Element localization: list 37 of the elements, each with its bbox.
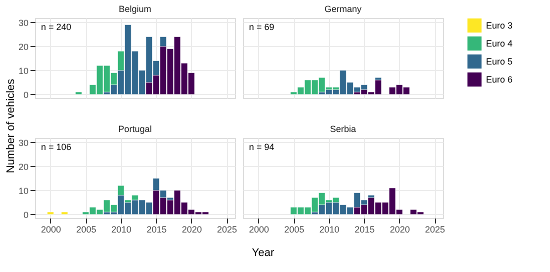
bar bbox=[75, 92, 82, 95]
x-axis-title: Year bbox=[252, 247, 274, 259]
legend-label: Euro 6 bbox=[486, 74, 513, 84]
bar bbox=[47, 212, 54, 215]
x-tick-label: 2025 bbox=[425, 224, 446, 234]
x-tick-label: 2015 bbox=[354, 224, 375, 234]
y-tick-label: 30 bbox=[18, 138, 28, 148]
x-tick-label: 2010 bbox=[319, 224, 340, 234]
annotation: n = 94 bbox=[249, 142, 274, 152]
chart-title: Germany bbox=[324, 4, 362, 14]
annotation: n = 106 bbox=[41, 142, 72, 152]
annotation: n = 69 bbox=[249, 22, 274, 32]
annotation: n = 240 bbox=[41, 22, 72, 32]
y-tick-label: 10 bbox=[18, 186, 28, 196]
y-axis-title: Number of vehicles bbox=[5, 78, 17, 174]
chart-title: Serbia bbox=[330, 124, 356, 134]
legend-label: Euro 5 bbox=[486, 56, 513, 66]
x-tick-label: 2000 bbox=[40, 224, 62, 234]
legend-label: Euro 3 bbox=[486, 20, 513, 30]
x-tick-label: 2025 bbox=[217, 224, 238, 234]
legend-label: Euro 4 bbox=[486, 38, 513, 48]
x-tick-label: 2015 bbox=[146, 224, 167, 234]
y-tick-label: 20 bbox=[18, 162, 28, 172]
y-tick-label: 20 bbox=[18, 42, 28, 52]
x-tick-label: 2005 bbox=[284, 224, 304, 234]
y-tick-label: 0 bbox=[23, 210, 28, 220]
bar bbox=[61, 212, 68, 215]
chart-title: Portugal bbox=[118, 124, 152, 134]
y-tick-label: 0 bbox=[23, 90, 28, 100]
y-tick-label: 10 bbox=[18, 66, 28, 76]
x-tick-label: 2010 bbox=[111, 224, 132, 234]
x-tick-label: 2000 bbox=[248, 224, 270, 234]
x-tick-label: 2020 bbox=[390, 224, 410, 234]
chart-title: Belgium bbox=[118, 4, 152, 14]
x-tick-label: 2005 bbox=[76, 224, 96, 234]
y-tick-label: 30 bbox=[18, 18, 28, 28]
x-tick-label: 2020 bbox=[182, 224, 202, 234]
